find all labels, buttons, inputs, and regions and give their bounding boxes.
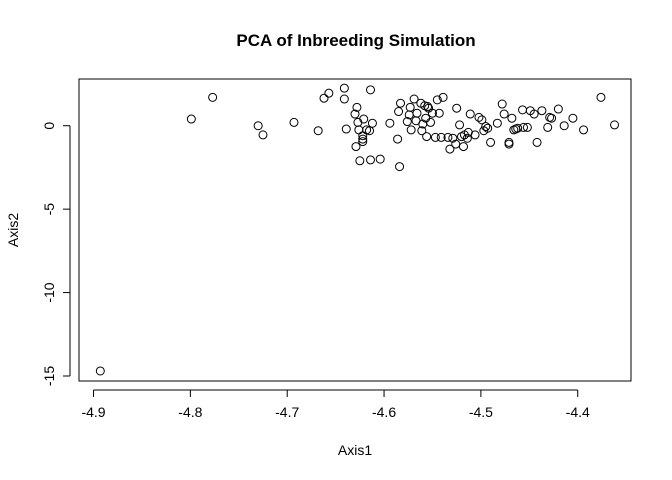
x-tick-label: -4.9 (81, 404, 105, 420)
data-point (393, 134, 403, 144)
data-point (186, 114, 196, 124)
data-point (497, 99, 507, 109)
x-tick-label: -4.7 (275, 404, 299, 420)
x-tick-label: -4.8 (178, 404, 202, 420)
data-point (355, 156, 365, 166)
data-point (443, 132, 453, 142)
data-point (95, 366, 105, 376)
data-point (394, 107, 404, 117)
data-point (596, 92, 606, 102)
data-point (547, 113, 557, 123)
data-point (253, 121, 263, 131)
data-point (339, 83, 349, 93)
data-point (375, 154, 385, 164)
data-point (350, 109, 360, 119)
data-point (430, 132, 440, 142)
data-point (522, 122, 532, 132)
data-point (513, 123, 523, 133)
y-tick-label: -15 (41, 366, 57, 386)
data-point (417, 126, 427, 136)
y-axis: 0 -5 -10 -15 (41, 122, 71, 386)
x-tick-label: -4.4 (566, 404, 590, 420)
data-point (423, 102, 433, 112)
data-point (532, 137, 542, 147)
data-point (452, 103, 462, 113)
y-tick-label: -10 (41, 282, 57, 302)
plot-frame (78, 78, 632, 382)
x-axis: -4.9 -4.8 -4.7 -4.6 -4.5 -4.4 (81, 389, 590, 420)
y-axis-label: Axis2 (5, 213, 21, 247)
chart-title: PCA of Inbreeding Simulation (236, 31, 475, 50)
data-point (445, 144, 455, 154)
data-point (559, 121, 569, 131)
x-tick-label: -4.6 (372, 404, 396, 420)
data-point (474, 112, 484, 122)
data-point (258, 130, 268, 140)
data-point (359, 114, 369, 124)
data-point (365, 126, 375, 136)
data-point (436, 132, 446, 142)
data-point (358, 134, 368, 144)
data-point (610, 120, 620, 130)
data-point (455, 120, 465, 130)
data-point (319, 93, 329, 103)
data-point (448, 133, 458, 143)
data-point (458, 142, 468, 152)
data-point (358, 137, 368, 147)
data-point (492, 118, 502, 128)
data-point (208, 92, 218, 102)
data-point (553, 104, 563, 114)
data-point (352, 102, 362, 112)
data-point (422, 132, 432, 142)
data-point (483, 123, 493, 133)
data-point (499, 109, 509, 119)
data-point (341, 124, 351, 134)
data-point (481, 122, 491, 132)
data-point (427, 108, 437, 118)
data-point (537, 106, 547, 116)
data-point (367, 118, 377, 128)
data-point (462, 133, 472, 143)
x-axis-label: Axis1 (338, 442, 372, 458)
data-points (95, 83, 620, 376)
data-point (339, 94, 349, 104)
data-point (402, 117, 412, 127)
data-point (313, 126, 323, 136)
data-point (289, 117, 299, 127)
y-tick-label: -5 (41, 203, 57, 216)
data-point (409, 94, 419, 104)
data-point (438, 92, 448, 102)
data-point (579, 125, 589, 135)
x-tick-label: -4.5 (469, 404, 493, 420)
data-point (470, 130, 480, 140)
data-point (405, 102, 415, 112)
data-point (395, 162, 405, 172)
data-point (396, 98, 406, 108)
data-point (519, 122, 529, 132)
data-point (365, 155, 375, 165)
data-point (406, 125, 416, 135)
data-point (432, 95, 442, 105)
data-point (529, 109, 539, 119)
y-tick-label: 0 (41, 122, 57, 130)
data-point (504, 139, 514, 149)
data-point (412, 108, 422, 118)
data-point (507, 113, 517, 123)
data-point (385, 118, 395, 128)
data-point (543, 122, 553, 132)
data-point (365, 85, 375, 95)
data-point (426, 117, 436, 127)
data-point (451, 139, 461, 149)
data-point (351, 142, 361, 152)
data-point (486, 137, 496, 147)
data-point (465, 109, 475, 119)
data-point (477, 115, 487, 125)
data-point (434, 108, 444, 118)
data-point (324, 88, 334, 98)
data-point (568, 113, 578, 123)
